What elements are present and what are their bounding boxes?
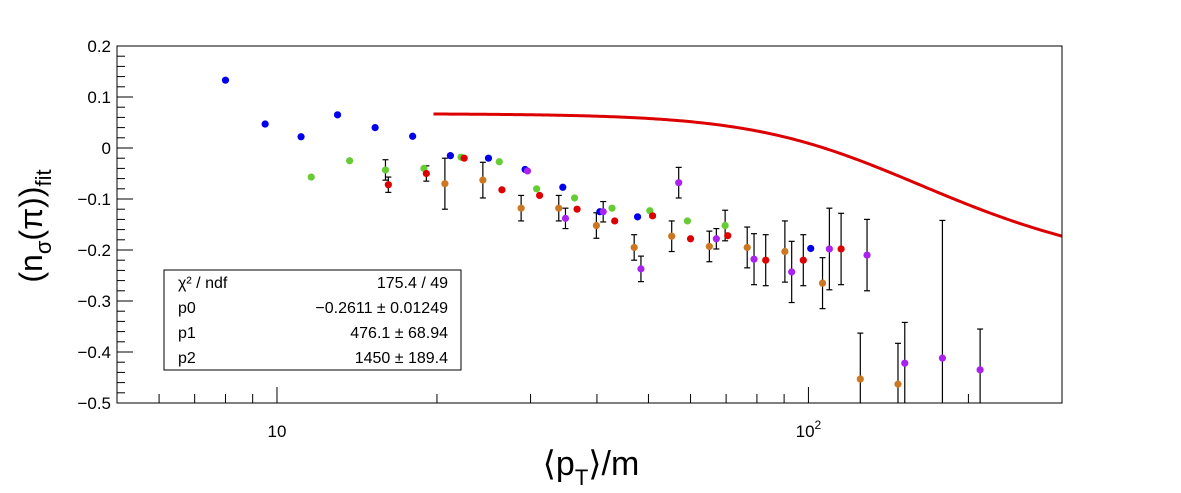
stats-box-frame: [163, 269, 462, 371]
y-tick-label: −0.5: [77, 394, 111, 413]
data-point-green: [533, 185, 541, 193]
data-point-red: [799, 256, 807, 264]
data-point-purple: [938, 354, 947, 362]
y-axis: 0.2 0.1 0 −0.1 −0.2 −0.3 −0.4 −0.5: [77, 37, 133, 413]
data-point-green: [608, 204, 616, 212]
y-axis-title-sub2: fit: [31, 169, 56, 186]
data-point-purple: [561, 214, 570, 222]
data-points-layer: [221, 76, 984, 388]
y-tick-label: 0.2: [87, 37, 111, 56]
data-point-purple: [788, 268, 796, 276]
stats-value-p2: 1450 ± 189.4: [355, 350, 448, 367]
data-point-red: [837, 245, 845, 253]
data-point-green: [307, 173, 315, 181]
x-axis-title-tail: ⟩/m: [588, 445, 639, 483]
data-point-green: [570, 194, 579, 202]
x-axis: 10 102: [116, 387, 1063, 441]
y-axis-title-mid: (π)): [13, 187, 49, 241]
data-point-orange: [555, 204, 563, 212]
data-point-blue: [446, 152, 455, 160]
data-point-green: [495, 158, 503, 166]
stats-label-p0: p0: [178, 300, 196, 317]
data-point-blue: [297, 133, 305, 141]
fit-curve: [433, 112, 1063, 238]
data-point-red: [762, 256, 770, 264]
data-point-purple: [675, 179, 683, 187]
y-axis-title-main: (n: [13, 254, 49, 282]
data-point-red: [611, 217, 619, 225]
data-point-blue: [559, 183, 567, 191]
data-point-orange: [630, 243, 638, 252]
y-tick-label: 0: [102, 139, 111, 158]
data-point-blue: [409, 132, 417, 140]
plot-frame: [116, 45, 1063, 404]
data-point-purple: [523, 167, 532, 175]
x-axis-title: ⟨pT⟩/m: [543, 445, 640, 490]
fit-curve-layer: [433, 112, 1063, 238]
data-point-purple: [863, 251, 871, 259]
data-point-orange: [743, 243, 751, 252]
y-axis-title-sub: σ: [31, 240, 56, 254]
data-point-purple: [712, 235, 720, 243]
y-axis-title: (nσ(π))fit: [13, 169, 56, 282]
stats-label-p2: p2: [178, 350, 196, 367]
y-tick-label: −0.4: [77, 343, 111, 362]
data-point-blue: [371, 124, 379, 132]
data-point-red: [648, 212, 657, 220]
data-point-purple: [599, 208, 607, 216]
data-point-blue: [261, 120, 269, 128]
data-point-orange: [479, 176, 487, 184]
data-point-orange: [781, 247, 789, 256]
data-point-red: [536, 191, 544, 200]
y-tick-label: −0.3: [77, 292, 111, 311]
y-tick-label: −0.2: [77, 241, 111, 260]
data-point-red: [384, 181, 392, 189]
data-point-blue: [633, 213, 642, 221]
data-point-red: [686, 235, 695, 243]
data-point-blue: [807, 244, 815, 253]
data-point-red: [724, 232, 732, 240]
x-axis-title-sub: T: [575, 465, 588, 490]
data-point-orange: [668, 232, 676, 240]
data-point-orange: [592, 221, 600, 230]
data-point-purple: [637, 265, 645, 273]
data-point-orange: [517, 204, 525, 212]
x-tick-label: 102: [796, 418, 822, 441]
x-tick-label: 10: [268, 422, 287, 441]
stats-box: χ² / ndf 175.4 / 49 p0 −0.2611 ± 0.01249…: [163, 269, 462, 371]
data-point-blue: [221, 76, 230, 84]
data-point-blue: [484, 154, 493, 162]
data-point-orange: [441, 180, 449, 188]
data-point-green: [381, 166, 390, 174]
data-point-red: [573, 205, 581, 213]
y-tick-label: −0.1: [77, 190, 111, 209]
stats-label-p1: p1: [178, 325, 196, 342]
data-point-red: [460, 154, 468, 162]
data-point-orange: [894, 380, 902, 388]
stats-label-chi2: χ² / ndf: [178, 275, 228, 292]
data-point-purple: [825, 245, 833, 253]
x-axis-title-main: ⟨p: [543, 445, 575, 483]
data-point-orange: [856, 375, 864, 383]
data-point-purple: [976, 366, 984, 374]
stats-value-chi2: 175.4 / 49: [377, 275, 448, 292]
data-point-purple: [750, 255, 758, 263]
data-point-blue: [333, 111, 342, 119]
data-point-green: [683, 217, 692, 225]
data-point-red: [498, 186, 506, 194]
stats-value-p0: −0.2611 ± 0.01249: [315, 300, 448, 317]
data-point-red: [422, 169, 430, 178]
data-point-orange: [818, 279, 827, 287]
data-point-purple: [901, 359, 909, 367]
stats-value-p1: 476.1 ± 68.94: [350, 325, 448, 342]
data-point-orange: [705, 242, 713, 251]
y-tick-label: 0.1: [87, 88, 111, 107]
data-point-green: [346, 157, 354, 165]
data-point-green: [721, 221, 729, 230]
